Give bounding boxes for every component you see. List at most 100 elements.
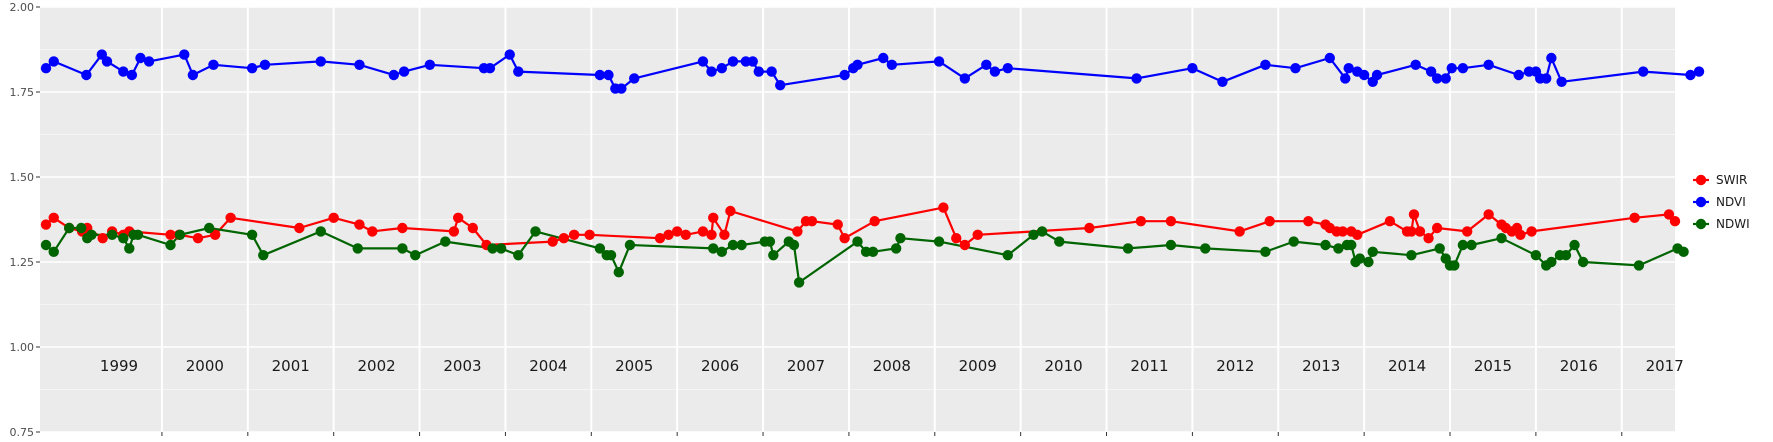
data-point-swir	[1337, 226, 1348, 237]
data-point-ndvi	[766, 66, 777, 77]
data-point-ndvi	[126, 69, 138, 81]
data-point-ndwi	[1406, 250, 1417, 261]
legend-label: NDVI	[1716, 195, 1746, 209]
data-point-ndwi	[1678, 246, 1689, 257]
data-point-swir	[209, 229, 221, 240]
y-tick-label: 1.00	[10, 341, 35, 354]
data-point-swir	[869, 216, 880, 227]
data-point-swir	[839, 233, 850, 244]
data-point-ndwi	[440, 236, 451, 247]
data-point-ndwi	[1036, 226, 1048, 237]
data-point-swir	[397, 222, 408, 234]
data-point-ndvi	[775, 80, 786, 91]
data-point-ndvi	[143, 56, 155, 67]
data-point-ndvi	[1371, 69, 1383, 81]
data-point-ndwi	[793, 277, 805, 288]
data-point-ndwi	[613, 267, 624, 278]
data-point-ndwi	[246, 229, 258, 240]
data-point-ndvi	[706, 66, 717, 77]
data-point-ndvi	[118, 66, 129, 77]
year-label: 2011	[1130, 357, 1168, 375]
data-point-ndwi	[174, 229, 186, 240]
data-point-ndwi	[1354, 253, 1366, 264]
data-point-ndvi	[208, 59, 219, 70]
data-point-ndvi	[1425, 66, 1437, 77]
data-point-ndvi	[603, 69, 614, 81]
data-point-ndvi	[1431, 73, 1443, 84]
data-point-ndwi	[258, 250, 269, 261]
y-axis: 0.75 1.00 1.25 1.50 1.75 2.00	[10, 1, 40, 439]
year-label: 2017	[1646, 357, 1684, 375]
data-point-swir	[792, 226, 803, 237]
data-point-ndvi	[259, 59, 271, 70]
data-point-ndwi	[890, 243, 902, 254]
data-point-swir	[165, 229, 176, 240]
data-point-ndvi	[878, 52, 889, 64]
data-point-ndvi	[388, 69, 399, 81]
data-point-ndvi	[1446, 62, 1457, 74]
data-point-swir	[1135, 216, 1147, 227]
data-point-swir	[40, 219, 52, 230]
year-label: 2016	[1560, 357, 1598, 375]
data-point-ndvi	[1187, 62, 1198, 74]
data-point-ndvi	[1290, 62, 1301, 74]
data-point-ndwi	[530, 226, 541, 237]
data-point-ndvi	[315, 56, 327, 67]
data-point-swir	[959, 239, 971, 251]
grid-lines	[40, 6, 1675, 433]
data-point-ndwi	[63, 222, 75, 234]
data-point-ndvi	[981, 59, 992, 70]
year-label: 2009	[959, 357, 997, 375]
data-point-ndwi	[1260, 246, 1271, 257]
data-point-swir	[1234, 226, 1245, 237]
data-point-ndvi	[1546, 52, 1557, 64]
data-point-ndwi	[410, 250, 421, 261]
data-point-ndvi	[1340, 73, 1351, 84]
series-points	[40, 49, 1705, 288]
data-point-swir	[1084, 222, 1095, 234]
data-point-ndwi	[203, 222, 215, 234]
data-point-ndwi	[1028, 229, 1039, 240]
data-point-ndwi	[132, 229, 144, 240]
data-point-swir	[1669, 216, 1681, 227]
year-label: 2001	[272, 357, 310, 375]
data-point-ndwi	[1165, 239, 1177, 251]
year-label: 2004	[529, 357, 567, 375]
data-point-ndwi	[1633, 260, 1645, 271]
data-point-ndwi	[867, 246, 879, 257]
data-point-ndwi	[1560, 250, 1572, 261]
data-point-swir	[725, 205, 736, 217]
year-label: 2015	[1474, 357, 1512, 375]
data-point-ndwi	[933, 236, 945, 247]
data-point-swir	[832, 219, 843, 230]
legend: SWIR NDVI NDWI	[1693, 173, 1750, 231]
data-point-ndwi	[1546, 256, 1557, 268]
data-point-ndvi	[40, 62, 52, 74]
data-point-swir	[706, 229, 717, 240]
data-point-swir	[1526, 226, 1537, 237]
data-point-ndwi	[165, 239, 176, 251]
data-point-ndwi	[48, 246, 59, 257]
data-point-swir	[1408, 209, 1420, 220]
data-point-ndvi	[48, 56, 59, 67]
data-point-swir	[1461, 226, 1473, 237]
data-point-ndwi	[594, 243, 606, 254]
data-point-swir	[192, 233, 204, 244]
data-point-ndvi	[716, 62, 728, 74]
data-point-ndvi	[989, 66, 1001, 77]
data-point-swir	[448, 226, 460, 237]
y-tick-label: 2.00	[10, 1, 35, 14]
data-point-ndvi	[1638, 66, 1649, 77]
data-point-ndwi	[1363, 256, 1374, 268]
data-point-ndwi	[1569, 239, 1580, 251]
year-label: 2007	[787, 357, 825, 375]
data-point-ndvi	[1440, 73, 1451, 84]
data-point-ndvi	[101, 56, 113, 67]
data-point-ndwi	[1320, 239, 1331, 251]
data-point-ndwi	[1530, 250, 1542, 261]
data-point-swir	[1303, 216, 1314, 227]
data-point-ndvi	[1324, 52, 1335, 64]
data-point-ndwi	[76, 222, 87, 234]
legend-key-point	[1695, 174, 1707, 186]
data-point-ndvi	[1685, 69, 1696, 81]
